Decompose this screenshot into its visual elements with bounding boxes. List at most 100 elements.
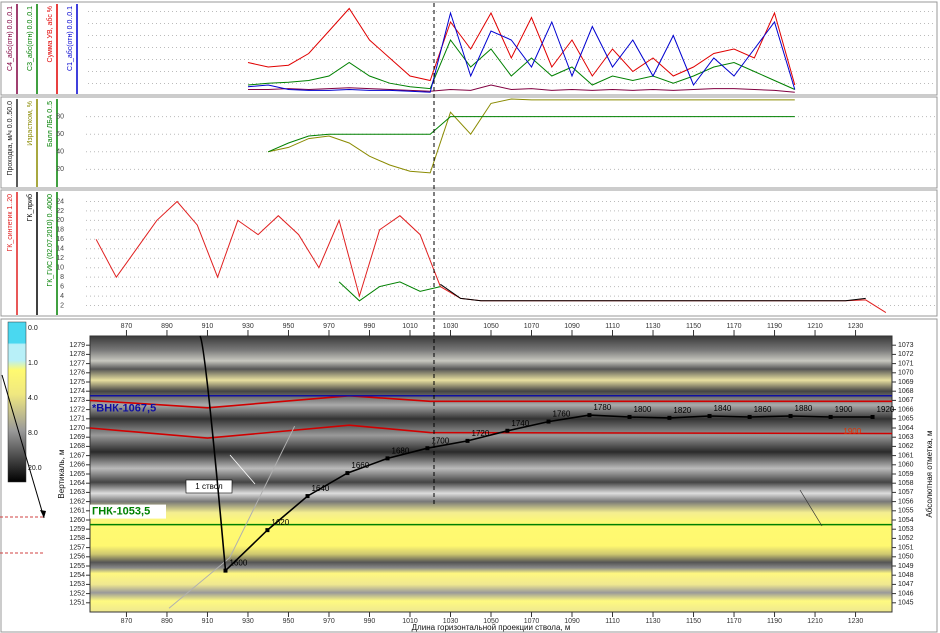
x-tick-label: 910 [202, 323, 214, 330]
md-label: 1680 [392, 446, 410, 455]
track-label: Проходка, м/ч 0.0..50.0 [7, 101, 14, 176]
panel-frame [0, 318, 938, 633]
md-label: 1820 [673, 406, 691, 415]
x-tick-label: 930 [242, 323, 254, 330]
series-line [248, 84, 795, 93]
md-label: 1760 [553, 410, 571, 419]
y2-tick-label: 1058 [898, 480, 914, 487]
trajectory-point [385, 456, 390, 461]
trajectory-point [345, 471, 350, 476]
trajectory-point [627, 414, 632, 419]
x-tick-label: 1130 [645, 618, 660, 625]
x-tick-label: 990 [364, 618, 376, 625]
y-tick-label: 1254 [69, 572, 85, 579]
md-label: 1920 [877, 405, 895, 414]
seismic-section [90, 336, 892, 612]
y2-tick-label: 1050 [898, 554, 914, 561]
y2-tick-label: 1061 [898, 452, 914, 459]
md-label: 1780 [593, 403, 611, 412]
x-tick-label: 1110 [605, 323, 620, 330]
old-well-line [168, 425, 296, 609]
x-tick-label: 910 [202, 618, 214, 625]
y2-tick-label: 1064 [898, 425, 914, 432]
md-label: 1700 [431, 436, 449, 445]
contact-label: ГНК-1053,5 [92, 506, 150, 518]
x-tick-label: 890 [161, 323, 173, 330]
y2-tick-label: 1045 [898, 600, 914, 607]
trajectory-point [667, 415, 672, 420]
contact-label-box [90, 504, 166, 519]
trajectory-entry [199, 335, 227, 571]
series-line [247, 11, 796, 93]
y2-tick-label: 1069 [898, 379, 914, 386]
panel-frame [0, 189, 938, 317]
md-label: 1800 [634, 405, 652, 414]
y-tick-label: 1273 [69, 397, 85, 404]
md-label: 1900 [835, 405, 853, 414]
y-tick-label: 20 [56, 217, 64, 224]
y2-tick-label: 1067 [898, 397, 914, 404]
panel-frame [0, 96, 938, 189]
trajectory-point [707, 414, 712, 419]
y-tick-label: 1265 [69, 471, 85, 478]
trajectory-point [546, 419, 551, 424]
x-tick-label: 1050 [483, 618, 499, 625]
x-tick-label: 1230 [848, 323, 864, 330]
md-label: 1600 [229, 559, 247, 568]
y2-tick-label: 1065 [898, 416, 914, 423]
y-tick-label: 1277 [69, 360, 85, 367]
trajectory-point [870, 414, 875, 419]
y-tick-label: 1275 [69, 379, 85, 386]
x-tick-label: 1030 [443, 323, 459, 330]
y2-tick-label: 1049 [898, 563, 914, 570]
track-label: Израстком, % [27, 101, 34, 146]
y-tick-label: 4 [60, 293, 64, 300]
track-label: С4_абс(отн) 0.0..0.1 [6, 6, 14, 71]
y-tick-label: 22 [56, 208, 64, 215]
y2-tick-label: 1070 [898, 370, 914, 377]
y-tick-label: 1257 [69, 544, 85, 551]
x-tick-label: 1210 [807, 618, 823, 625]
y2-tick-label: 1047 [898, 581, 914, 588]
y-tick-label: 1274 [69, 388, 85, 395]
track-label: Балл ЛБА 0..5 [47, 101, 54, 147]
y-tick-label: 1267 [69, 452, 85, 459]
x-tick-label: 950 [283, 323, 295, 330]
old-well-pointer [229, 454, 256, 485]
y-tick-label: 1261 [69, 508, 85, 515]
colorbar [7, 321, 27, 483]
colorbar-label: 8.0 [28, 430, 38, 437]
x-tick-label: 1050 [483, 323, 499, 330]
y2-tick-label: 1071 [898, 360, 914, 367]
colorbar-label: 0.0 [28, 325, 38, 332]
trajectory-point [305, 494, 310, 499]
y-tick-label: 1263 [69, 489, 85, 496]
y2-tick-label: 1068 [898, 388, 914, 395]
y-tick-label: 1255 [69, 563, 85, 570]
y-tick-label: 1271 [69, 416, 85, 423]
y2-tick-label: 1072 [898, 351, 914, 358]
x-tick-label: 970 [323, 323, 335, 330]
y-tick-label: 1258 [69, 535, 85, 542]
pointer-arrow [1, 374, 45, 519]
y-tick-label: 24 [56, 198, 64, 205]
y2-tick-label: 1073 [898, 342, 914, 349]
y-tick-label: 60 [56, 131, 64, 138]
trajectory-point [465, 438, 470, 443]
x-tick-label: 1170 [726, 323, 741, 330]
y-tick-label: 1256 [69, 554, 85, 561]
md-label: 1660 [351, 461, 369, 470]
y2-tick-label: 1062 [898, 443, 914, 450]
y2-tick-label: 1057 [898, 489, 914, 496]
track-label: ГК_ГИС (02.07.2010) 0..4000 [47, 194, 54, 287]
y-tick-label: 40 [56, 149, 64, 156]
y-tick-label: 1260 [69, 517, 85, 524]
y-tick-label: 1251 [69, 600, 85, 607]
x-tick-label: 1010 [402, 323, 418, 330]
y-tick-label: 2 [60, 302, 64, 309]
y2-tick-label: 1066 [898, 406, 914, 413]
track-label: С3_абс(отн) 0.0..0.1 [26, 6, 34, 71]
y-tick-label: 1259 [69, 526, 85, 533]
trajectory-point [828, 414, 833, 419]
